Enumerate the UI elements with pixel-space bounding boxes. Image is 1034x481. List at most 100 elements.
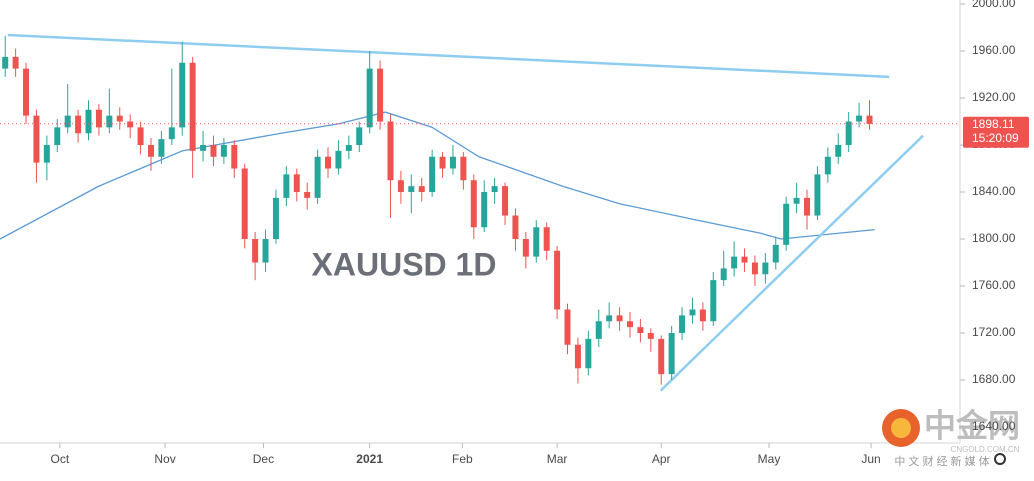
candle-body: [272, 197, 279, 240]
logo-icon-inner: [891, 418, 911, 438]
candle-body: [522, 239, 529, 257]
countdown: 15:20:09: [972, 131, 1019, 145]
candle-body: [835, 145, 842, 157]
candle-body: [814, 174, 821, 216]
candle-body: [741, 256, 748, 263]
candle-body: [554, 250, 561, 310]
logo: 中金网 CNGOLD.COM.CN 中 文 财 经 新 媒 体: [882, 407, 1020, 468]
candle-body: [762, 262, 769, 275]
candle-body: [210, 145, 217, 157]
x-tick-label: May: [758, 452, 781, 466]
candle-body: [804, 197, 811, 216]
trend-line: [659, 134, 924, 392]
candle-body: [168, 127, 175, 140]
candle-body: [751, 262, 758, 275]
candle-body: [626, 321, 633, 328]
candle-body: [127, 121, 134, 128]
candle-body: [12, 56, 19, 69]
candle-body: [616, 315, 623, 322]
candle-body: [158, 139, 165, 157]
last-price-label: 1898.11: [972, 117, 1015, 131]
candle-body: [502, 186, 509, 216]
candle-body: [262, 239, 269, 263]
candle-body: [252, 239, 259, 263]
candle-body: [491, 186, 498, 193]
candle-body: [606, 315, 613, 322]
candle-body: [366, 68, 373, 128]
x-tick-label: Jun: [861, 452, 880, 466]
candle-body: [731, 256, 738, 269]
candle-body: [658, 338, 665, 375]
candle-body: [387, 121, 394, 181]
settings-gear[interactable]: [994, 453, 1006, 465]
candle-body: [574, 344, 581, 369]
candle-body: [418, 186, 425, 193]
watermark: XAUUSD 1D: [312, 246, 497, 282]
logo-domain: CNGOLD.COM.CN: [951, 445, 1020, 454]
candle-body: [783, 203, 790, 245]
logo-name: 中金网: [924, 407, 1020, 443]
candle-body: [75, 115, 82, 134]
candle-body: [564, 309, 571, 345]
candle-body: [408, 186, 415, 193]
candle-body: [460, 156, 467, 181]
x-tick-label: Mar: [547, 452, 568, 466]
settings-icon[interactable]: [994, 453, 1006, 465]
candle-body: [647, 333, 654, 339]
y-tick-label: 2000.00: [972, 0, 1016, 10]
candle-body: [595, 321, 602, 339]
candle-body: [200, 145, 207, 151]
candle-body: [429, 156, 436, 193]
candle-body: [772, 244, 779, 263]
candle-body: [241, 168, 248, 240]
candle-body: [23, 68, 30, 116]
candle-body: [64, 115, 71, 128]
x-tick-label: Oct: [51, 452, 70, 466]
y-tick-label: 1680.00: [972, 372, 1016, 386]
plot: [0, 33, 924, 392]
candle-body: [845, 121, 852, 146]
candle-body: [512, 215, 519, 240]
candle-body: [866, 115, 873, 124]
candle-body: [856, 115, 863, 122]
y-tick-label: 1640.00: [972, 419, 1016, 433]
candle-body: [314, 156, 321, 198]
candle-body: [377, 68, 384, 122]
candle-body: [293, 174, 300, 193]
candle-body: [85, 109, 92, 134]
candle-body: [637, 327, 644, 334]
x-tick-label: Feb: [452, 452, 473, 466]
candle-body: [699, 309, 706, 322]
candle-body: [231, 145, 238, 169]
candle-body: [325, 156, 332, 169]
y-tick-label: 1800.00: [972, 231, 1016, 245]
candle-body: [668, 333, 675, 375]
candle-body: [189, 62, 196, 151]
candle-body: [793, 197, 800, 204]
y-tick-label: 1760.00: [972, 278, 1016, 292]
candle-body: [54, 127, 61, 146]
y-tick-label: 1920.00: [972, 90, 1016, 104]
logo-slogan: 中 文 财 经 新 媒 体: [894, 454, 989, 468]
trend-line: [7, 33, 890, 79]
candle-body: [137, 127, 144, 146]
candle-body: [179, 62, 186, 128]
x-tick-label: Apr: [652, 452, 671, 466]
candle-body: [220, 145, 227, 157]
candle-body: [116, 115, 123, 122]
moving-average: [0, 111, 875, 240]
x-tick-label: 2021: [356, 452, 383, 466]
candle-body: [449, 156, 456, 169]
y-tick-label: 1720.00: [972, 325, 1016, 339]
candle-body: [439, 156, 446, 169]
y-tick-label: 1840.00: [972, 184, 1016, 198]
candle-body: [283, 174, 290, 198]
candle-body: [95, 109, 102, 128]
candle-body: [679, 315, 686, 334]
candle-body: [106, 115, 113, 128]
x-tick-label: Nov: [154, 452, 175, 466]
candle-body: [720, 268, 727, 281]
candle-body: [335, 150, 342, 169]
